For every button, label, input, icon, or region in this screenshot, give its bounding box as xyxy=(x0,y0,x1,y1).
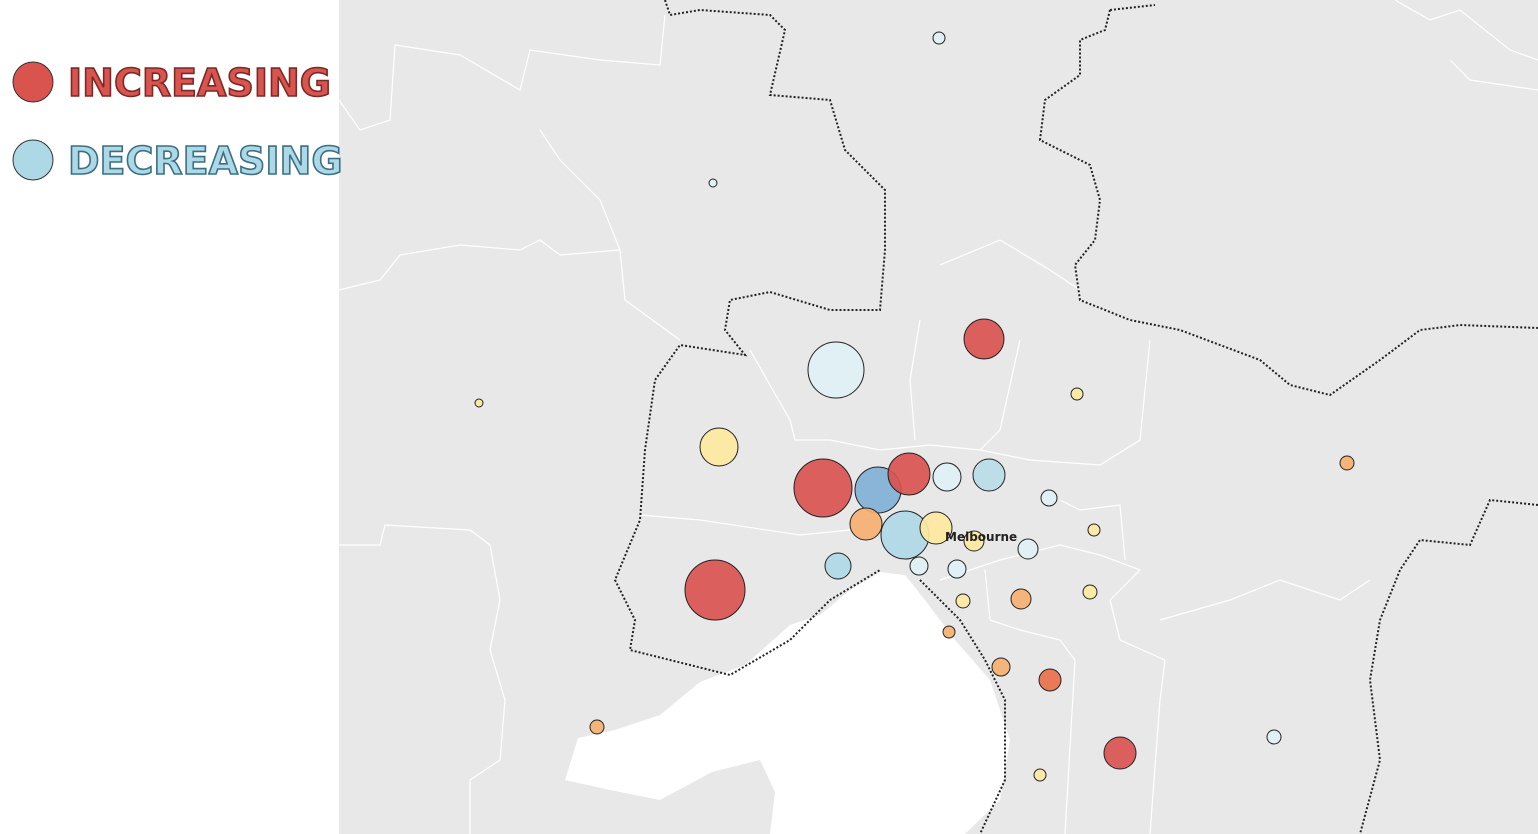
map-bubble xyxy=(942,625,956,639)
map-bubble xyxy=(1266,729,1282,745)
map-bubble xyxy=(1033,768,1047,782)
region-borders xyxy=(338,0,1538,834)
legend-panel xyxy=(0,0,339,834)
map-bubble xyxy=(947,559,967,579)
map-bubble xyxy=(474,398,484,408)
map-bubble xyxy=(972,458,1006,492)
map-bubble xyxy=(887,452,931,496)
map-bubble xyxy=(849,507,883,541)
map-bubble xyxy=(963,318,1005,360)
legend-label: DECREASING xyxy=(68,139,343,183)
map-bubble xyxy=(991,657,1011,677)
region-boundaries xyxy=(613,0,1538,834)
map-bubble xyxy=(589,719,605,735)
map-bubble xyxy=(1339,455,1355,471)
bay xyxy=(565,572,1010,834)
map-bubble xyxy=(963,530,985,552)
bubble-layer xyxy=(474,31,1355,782)
map-bubble xyxy=(1010,588,1032,610)
map-bubble xyxy=(793,458,853,518)
city-label: Melbourne xyxy=(945,530,1017,544)
map-bubble xyxy=(1017,538,1039,560)
map-bubble xyxy=(699,427,739,467)
map-bubble xyxy=(708,178,718,188)
map-bubble xyxy=(684,559,746,621)
map-bubble xyxy=(932,31,946,45)
map-bubble xyxy=(824,552,852,580)
map-bubble xyxy=(1038,668,1062,692)
map-bubble xyxy=(1103,736,1137,770)
map-bubble xyxy=(1070,387,1084,401)
legend-swatch xyxy=(12,139,54,181)
legend-label: INCREASING xyxy=(68,61,331,105)
map-bubble xyxy=(932,462,962,492)
legend-swatch xyxy=(12,61,54,103)
map-bubble xyxy=(807,341,865,399)
map-bubble xyxy=(1040,489,1058,507)
map-bubble xyxy=(1087,523,1101,537)
map-bubble xyxy=(1082,584,1098,600)
map-bubble xyxy=(909,556,929,576)
map-bubble xyxy=(919,511,953,545)
map-bubble xyxy=(955,593,971,609)
